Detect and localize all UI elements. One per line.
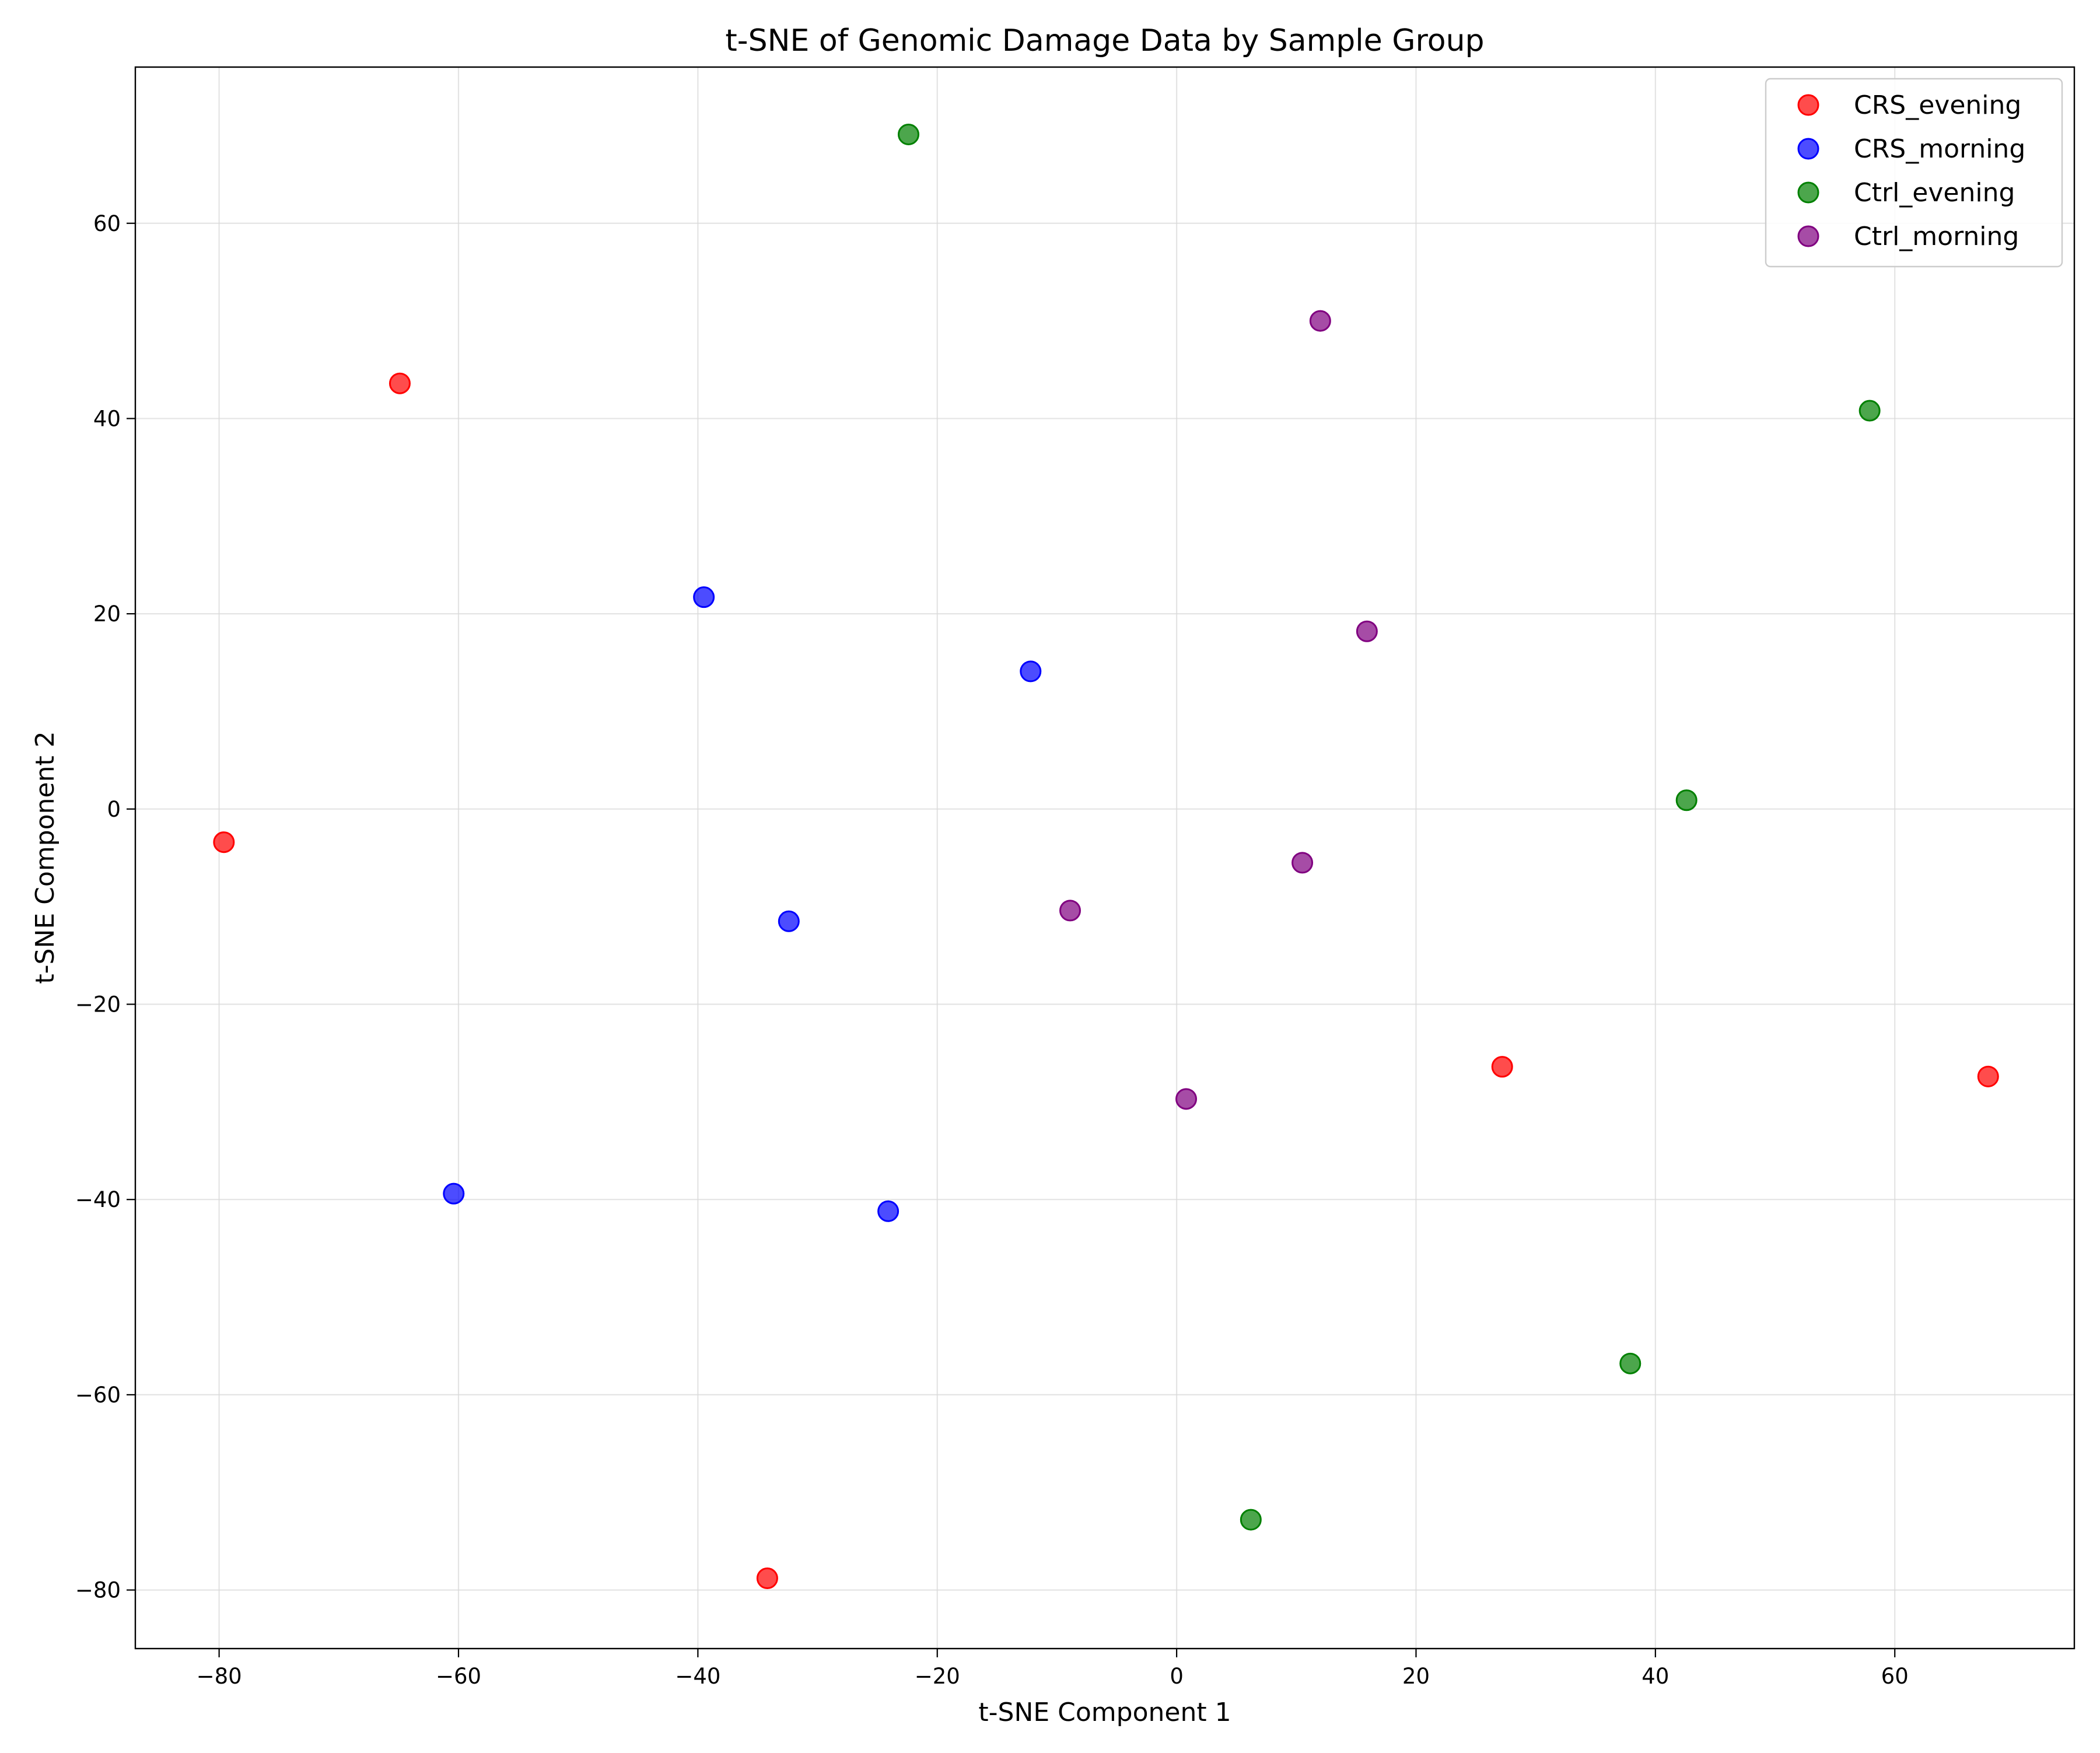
data-point-crs-morning: [877, 1200, 900, 1222]
x-tick-label: −20: [915, 1664, 960, 1689]
ticks-layer: −80 −60 −40 −20 0 20 40 60 −80 −60 −40 −20 0 20 40 60: [75, 211, 1909, 1689]
legend-label-ctrl-evening: Ctrl_evening: [1854, 178, 2015, 208]
legend-label-crs-morning: CRS_morning: [1854, 134, 2025, 164]
x-tick-label: −60: [436, 1664, 481, 1689]
legend-marker-crs-evening: [1797, 94, 1819, 116]
data-point-crs-morning: [443, 1182, 465, 1205]
data-point-ctrl-evening: [1675, 789, 1698, 811]
y-tick-label: 20: [93, 601, 121, 627]
y-tick-label: 0: [107, 797, 121, 822]
data-point-ctrl-morning: [1175, 1088, 1198, 1110]
x-tick-label: 60: [1881, 1664, 1909, 1689]
grid-layer: [135, 67, 2074, 1649]
x-tick-label: −40: [675, 1664, 720, 1689]
legend-marker-crs-morning: [1797, 138, 1819, 160]
x-axis-label: t-SNE Component 1: [978, 1698, 1231, 1727]
y-tick-label: 40: [93, 406, 121, 431]
data-point-crs-evening: [1977, 1065, 1999, 1087]
x-tick-label: 20: [1402, 1664, 1430, 1689]
data-point-ctrl-morning: [1356, 620, 1378, 642]
data-point-crs-evening: [388, 372, 411, 394]
data-point-ctrl-morning: [1059, 900, 1081, 922]
points-layer: [213, 123, 1999, 1590]
legend-label-crs-evening: CRS_evening: [1854, 90, 2021, 120]
legend: CRS_evening CRS_morning Ctrl_evening Ctrl_m…: [1765, 78, 2063, 268]
plot-frame: [134, 66, 2076, 1650]
data-point-crs-morning: [693, 586, 715, 608]
y-tick-label: −40: [75, 1187, 121, 1212]
data-point-ctrl-evening: [1240, 1509, 1262, 1531]
data-point-crs-morning: [1020, 660, 1042, 683]
y-tick-label: 60: [93, 211, 121, 236]
x-tick-label: 0: [1170, 1664, 1184, 1689]
x-tick-label: −80: [197, 1664, 242, 1689]
data-point-crs-morning: [778, 910, 800, 932]
legend-label-ctrl-morning: Ctrl_morning: [1854, 222, 2019, 251]
data-point-crs-evening: [213, 831, 235, 853]
data-point-crs-evening: [1491, 1056, 1513, 1078]
data-point-ctrl-evening: [1859, 400, 1881, 422]
chart-title: t-SNE of Genomic Damage Data by Sample G…: [725, 23, 1484, 58]
legend-box: [1765, 78, 2063, 268]
y-tick-label: −20: [75, 992, 121, 1017]
data-point-ctrl-evening: [897, 123, 919, 145]
legend-marker-ctrl-morning: [1797, 225, 1819, 247]
y-tick-label: −60: [75, 1383, 121, 1408]
data-point-crs-evening: [756, 1567, 778, 1590]
y-axis-label: t-SNE Component 2: [30, 731, 60, 984]
data-point-ctrl-morning: [1309, 310, 1331, 332]
data-point-ctrl-morning: [1292, 852, 1314, 874]
x-tick-label: 40: [1642, 1664, 1669, 1689]
legend-marker-ctrl-evening: [1797, 181, 1819, 204]
data-point-ctrl-evening: [1619, 1352, 1642, 1374]
y-tick-label: −80: [75, 1578, 121, 1603]
